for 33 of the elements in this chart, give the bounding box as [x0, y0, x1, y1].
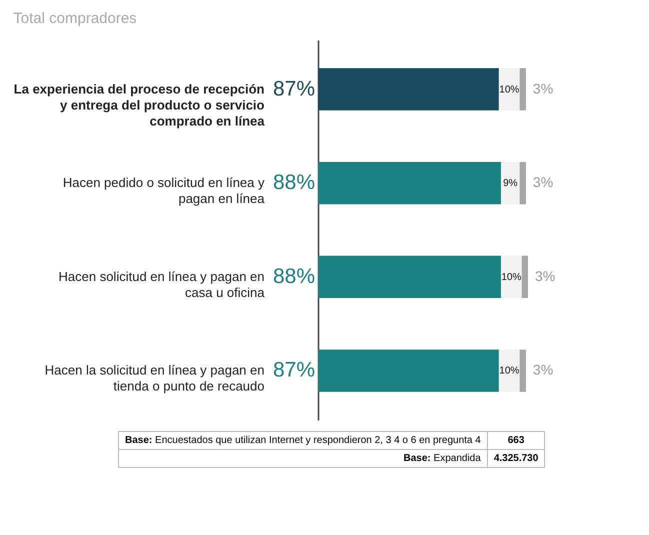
bar — [500, 256, 522, 298]
data-label: 9% — [503, 178, 518, 190]
bar — [522, 256, 528, 298]
y-tick-label: Hacen solicitud en línea y pagan en casa u oficina — [58, 268, 266, 300]
data-label: 3% — [532, 80, 554, 96]
data-label: 10% — [501, 272, 522, 283]
bar — [500, 162, 520, 204]
bar — [318, 256, 501, 298]
data-label: 3% — [532, 174, 554, 190]
y-tick-label: La experiencia del proceso de recepción y entrega del producto o servicio comprado en línea — [14, 81, 266, 128]
bar — [498, 350, 520, 392]
data-label: 10% — [499, 84, 520, 96]
text: Base: Encuestados que utilizan Internet y respondieron 2, 3 4 o 6 en pregunta 4 — [118, 432, 488, 450]
bar — [318, 350, 499, 392]
y-tick-label: Hacen la solicitud en línea y pagan en tienda o punto de recaudo — [44, 362, 264, 394]
text: 4.325.730 — [487, 450, 545, 468]
data-label: 88% — [272, 264, 315, 288]
bar — [318, 162, 501, 204]
bar — [520, 350, 526, 392]
bar — [498, 68, 520, 110]
data-label: 87% — [272, 77, 315, 100]
data-label: 87% — [272, 358, 315, 382]
data-label: 88% — [272, 171, 315, 194]
text: Total compradores — [13, 10, 137, 27]
bar — [520, 162, 526, 204]
bar — [318, 68, 499, 110]
data-label: 3% — [532, 362, 554, 378]
data-label: 10% — [499, 366, 520, 377]
y-tick-label: Hacen pedido o solicitud en línea y pagan en línea — [62, 175, 266, 206]
data-label: 3% — [535, 268, 556, 284]
bar — [520, 68, 526, 110]
text: 663 — [487, 432, 545, 450]
text: Base: Expandida — [118, 450, 488, 468]
